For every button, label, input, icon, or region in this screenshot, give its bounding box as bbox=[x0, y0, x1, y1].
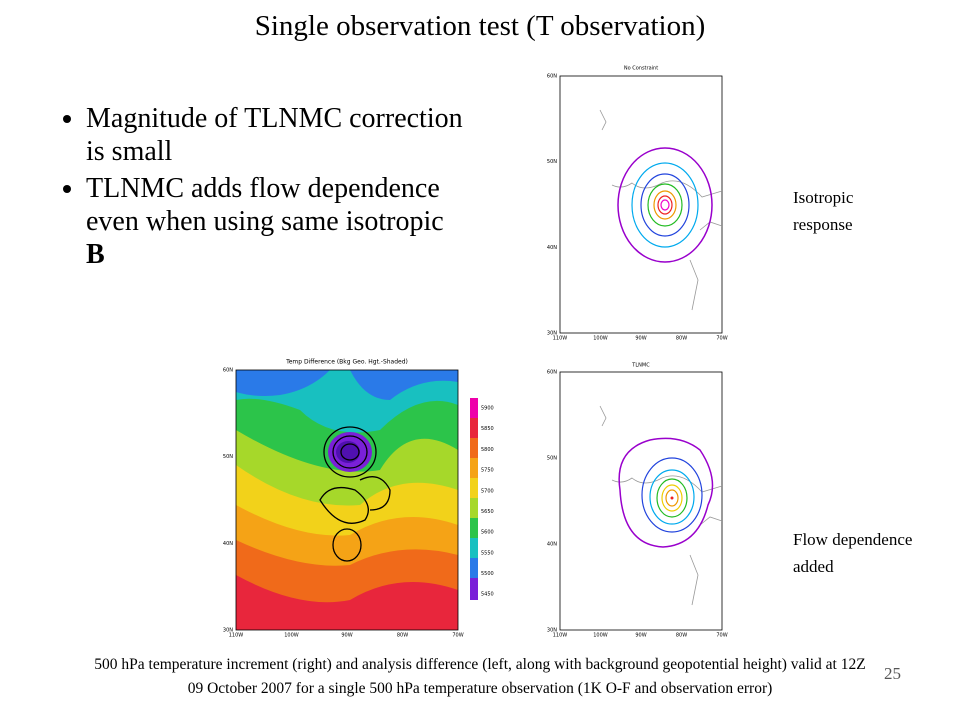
lat-label: 50N bbox=[223, 454, 233, 460]
contour bbox=[656, 478, 688, 518]
colorbar-label: 5450 bbox=[481, 592, 494, 598]
map-frame bbox=[559, 75, 723, 334]
side-label: Isotropic response bbox=[793, 184, 853, 238]
contour bbox=[665, 489, 679, 507]
contour bbox=[649, 469, 695, 525]
colorbar-cell bbox=[470, 518, 478, 538]
colorbar-label: 5850 bbox=[481, 426, 494, 432]
lat-label: 60N bbox=[547, 370, 557, 376]
colorbar-label: 5500 bbox=[481, 571, 494, 577]
contour bbox=[661, 484, 683, 512]
shade bbox=[336, 441, 360, 463]
map-frame bbox=[235, 369, 459, 631]
map-top bbox=[559, 75, 723, 334]
bullet: TLNMC adds flow dependence even when usi… bbox=[86, 172, 466, 271]
colorbar-label: 5900 bbox=[481, 406, 494, 412]
caption-line: 09 October 2007 for a single 500 hPa tem… bbox=[187, 680, 773, 697]
lon-label: 80W bbox=[676, 633, 687, 639]
contour bbox=[332, 435, 368, 469]
slide-title: Single observation test (T observation) bbox=[254, 10, 706, 42]
contour bbox=[647, 183, 683, 227]
colorbar-cell bbox=[470, 578, 478, 600]
contour bbox=[323, 426, 377, 478]
contour bbox=[640, 173, 690, 237]
colorbar-cell bbox=[470, 538, 478, 558]
colorbar-label: 5650 bbox=[481, 509, 494, 515]
caption-line: 500 hPa temperature increment (right) an… bbox=[94, 656, 866, 673]
contour bbox=[359, 476, 391, 511]
lon-label: 80W bbox=[676, 336, 687, 342]
contour bbox=[618, 437, 714, 548]
colorbar-label: 5550 bbox=[481, 550, 494, 556]
contour bbox=[319, 486, 369, 524]
lon-label: 80W bbox=[397, 633, 408, 639]
lon-label: 110W bbox=[229, 633, 244, 639]
colorbar-label: 5750 bbox=[481, 468, 494, 474]
coastline bbox=[599, 109, 723, 311]
lat-label: 40N bbox=[547, 542, 557, 548]
contour bbox=[332, 528, 362, 562]
contour bbox=[617, 147, 713, 263]
map-title: TLNMC bbox=[631, 363, 650, 369]
page-number: 25 bbox=[884, 664, 901, 683]
map-title: Temp Difference (Bkg Geo. Hgt.-Shaded) bbox=[285, 359, 408, 366]
side-label-line: response bbox=[793, 215, 853, 234]
bullet-bold: B bbox=[86, 239, 105, 270]
bullet-text: Magnitude of TLNMC correction is small bbox=[86, 103, 463, 167]
contour bbox=[340, 443, 360, 461]
lon-label: 110W bbox=[553, 336, 568, 342]
colorbar-cell bbox=[470, 478, 478, 498]
shade bbox=[350, 370, 458, 400]
side-label-line: added bbox=[793, 557, 834, 576]
lon-label: 90W bbox=[635, 633, 646, 639]
contour-center bbox=[670, 496, 674, 500]
lat-label: 60N bbox=[547, 74, 557, 80]
colorbar-cell bbox=[470, 418, 478, 438]
lon-label: 100W bbox=[593, 633, 608, 639]
shade bbox=[236, 370, 330, 396]
colorbar-cell bbox=[470, 458, 478, 478]
contour bbox=[631, 162, 699, 248]
side-label-line: Isotropic bbox=[793, 188, 854, 207]
map-left bbox=[235, 369, 478, 631]
colorbar-label: 5600 bbox=[481, 530, 494, 536]
lon-label: 90W bbox=[635, 336, 646, 342]
contour bbox=[641, 457, 703, 533]
lon-label: 90W bbox=[341, 633, 352, 639]
bullet-text: TLNMC adds flow dependence even when usi… bbox=[86, 173, 444, 237]
contour bbox=[653, 190, 677, 220]
side-label: Flow dependence added bbox=[793, 526, 912, 580]
colorbar-cell bbox=[470, 558, 478, 578]
colorbar-label: 5700 bbox=[481, 488, 494, 494]
lon-label: 70W bbox=[716, 336, 727, 342]
colorbar-label: 5800 bbox=[481, 447, 494, 453]
map-title: No Constraint bbox=[624, 66, 658, 72]
lon-label: 100W bbox=[284, 633, 299, 639]
side-label-line: Flow dependence bbox=[793, 530, 913, 549]
coastline bbox=[599, 405, 723, 606]
map-frame bbox=[559, 371, 723, 631]
colorbar-cell bbox=[470, 438, 478, 458]
lat-label: 50N bbox=[547, 456, 557, 462]
lat-label: 40N bbox=[223, 541, 233, 547]
lat-label: 30N bbox=[547, 331, 557, 337]
map-bottom bbox=[559, 371, 723, 631]
lon-label: 110W bbox=[553, 633, 568, 639]
contour bbox=[657, 195, 673, 215]
colorbar-cell bbox=[470, 498, 478, 518]
contour bbox=[660, 199, 670, 211]
lon-label: 70W bbox=[716, 633, 727, 639]
bullet-list: Magnitude of TLNMC correction is small T… bbox=[40, 102, 466, 275]
lat-label: 60N bbox=[223, 368, 233, 374]
lon-label: 100W bbox=[593, 336, 608, 342]
lat-label: 30N bbox=[223, 628, 233, 634]
lat-label: 30N bbox=[547, 628, 557, 634]
lat-label: 40N bbox=[547, 245, 557, 251]
lon-label: 70W bbox=[452, 633, 463, 639]
lat-label: 50N bbox=[547, 159, 557, 165]
colorbar-cell bbox=[470, 398, 478, 418]
bullet: Magnitude of TLNMC correction is small bbox=[86, 102, 466, 168]
